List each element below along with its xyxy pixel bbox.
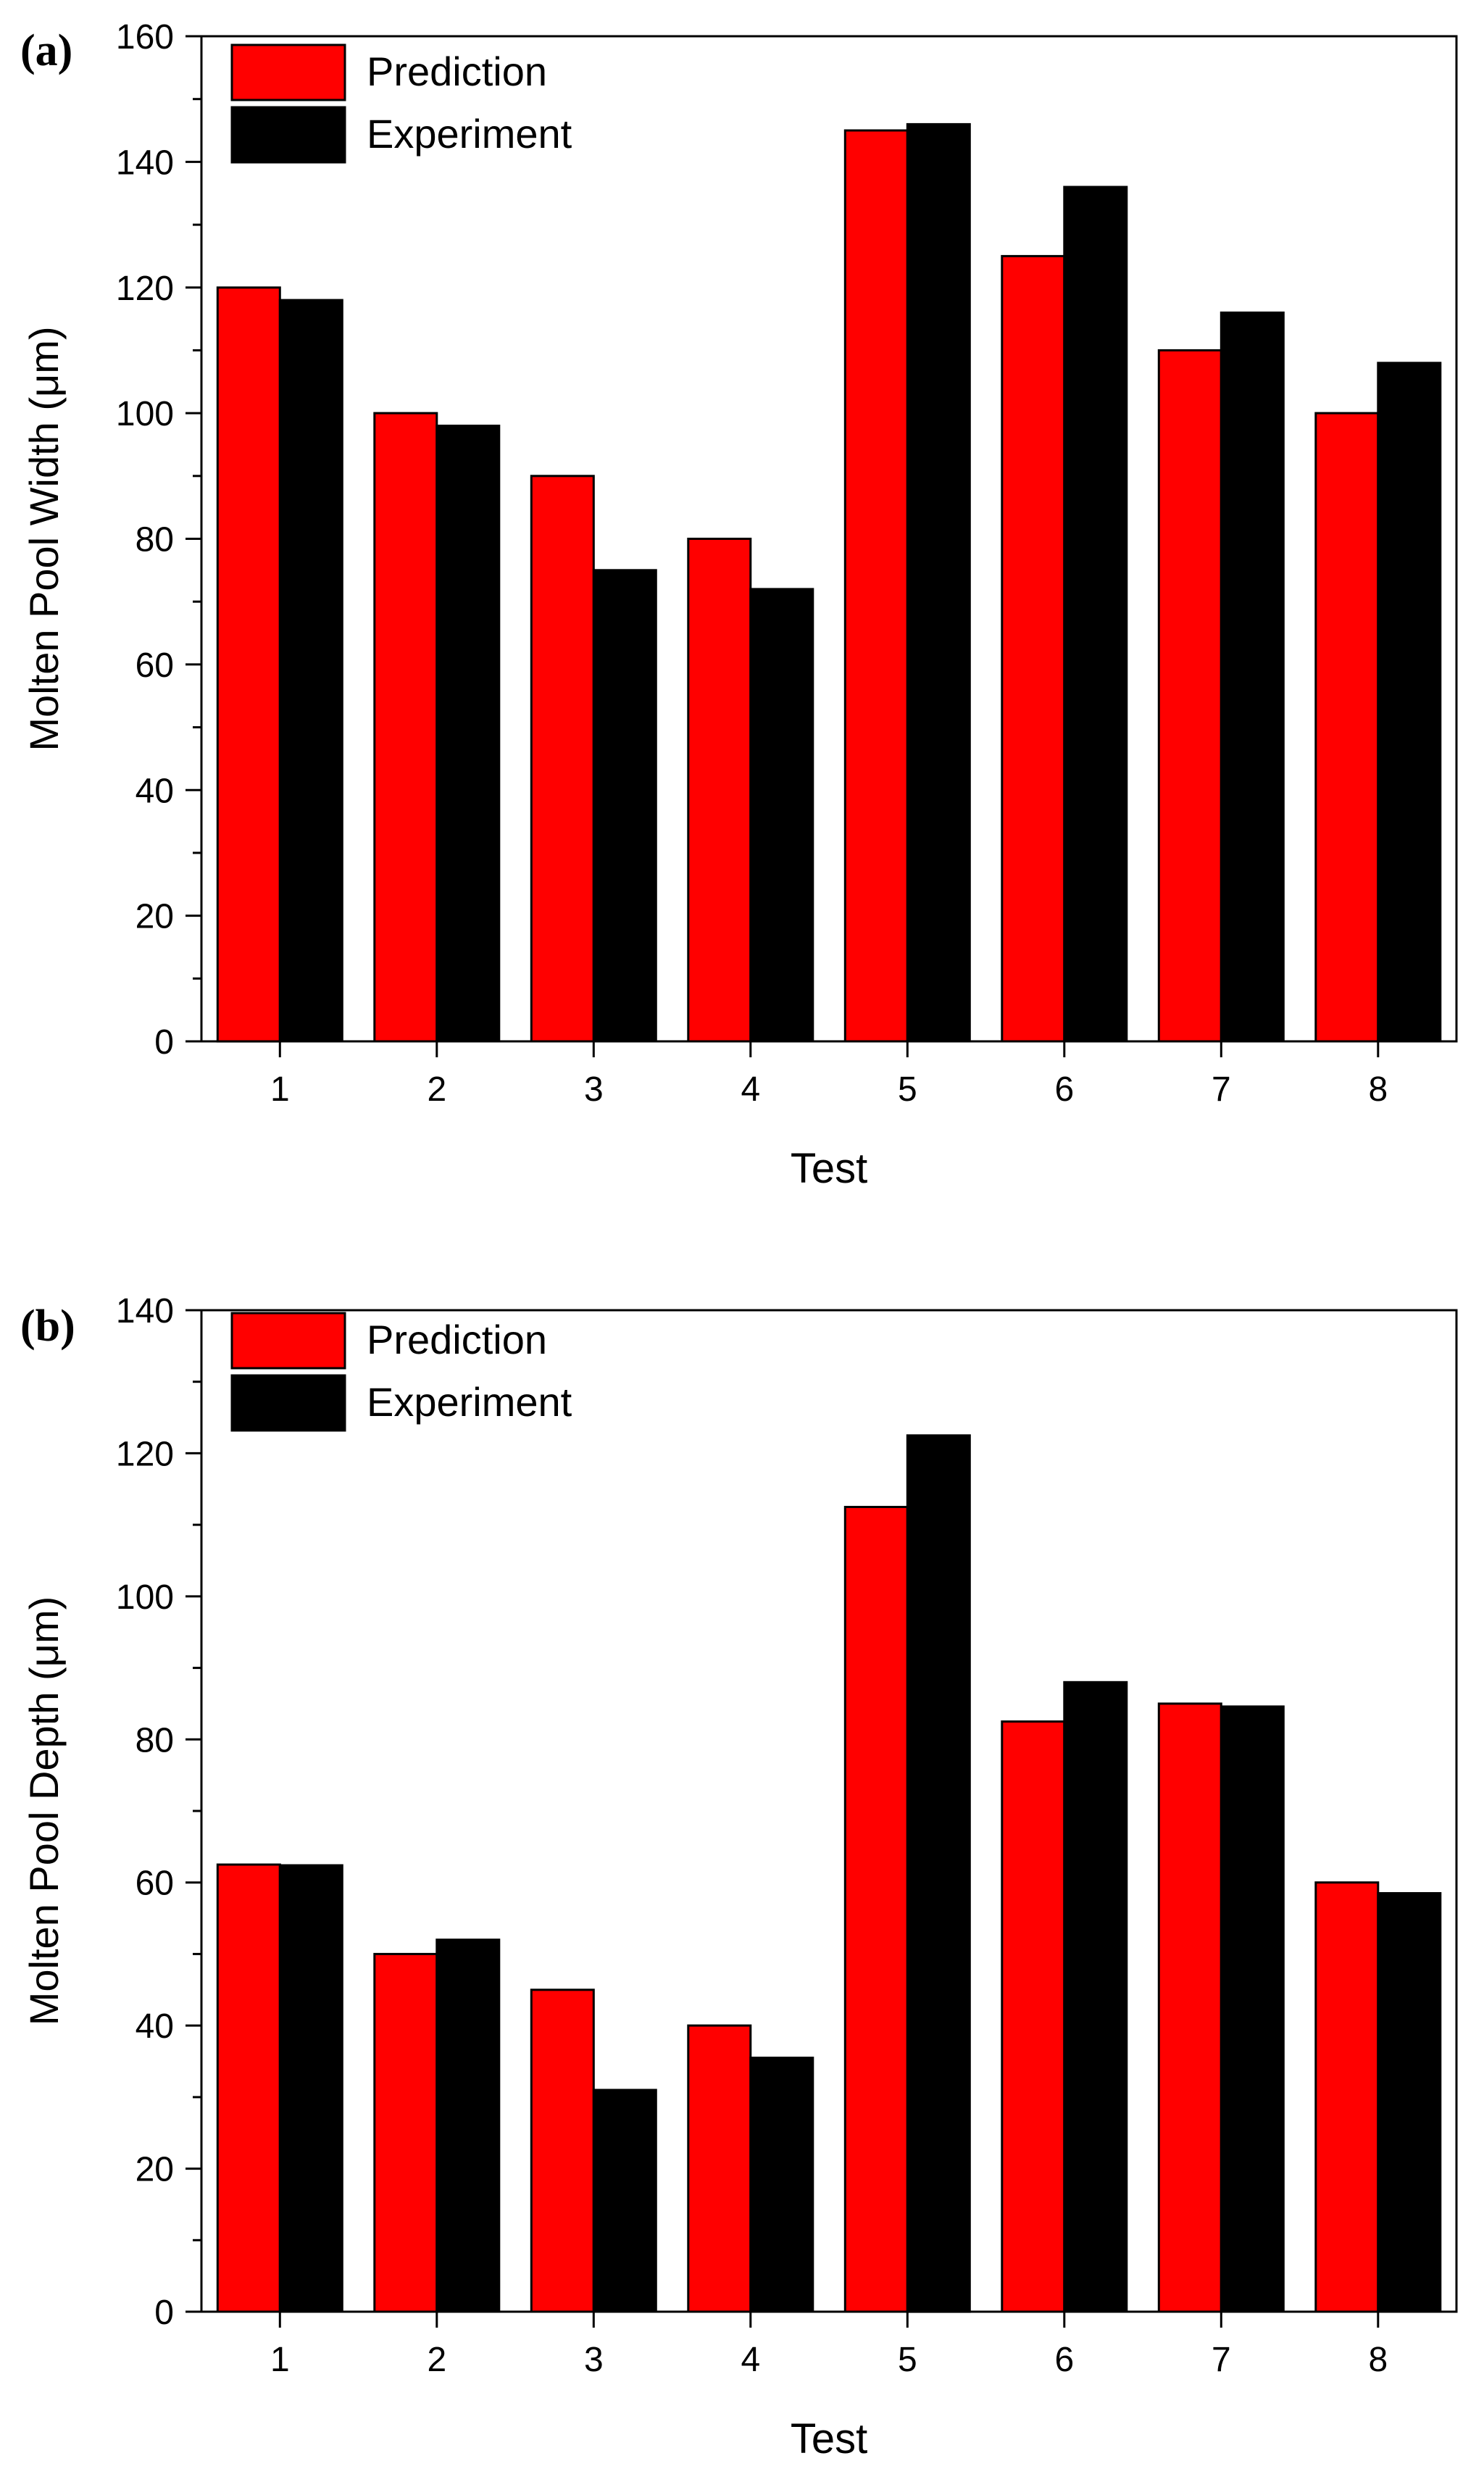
y-tick-label: 60: [136, 646, 174, 685]
bar-experiment-test-6: [1063, 186, 1128, 1043]
x-tick-label: 3: [584, 2341, 604, 2379]
bar-prediction-test-1: [216, 1863, 281, 2313]
x-tick-label: 2: [427, 2341, 446, 2379]
bar-prediction-test-7: [1157, 1702, 1222, 2313]
bar-prediction-test-5: [843, 1506, 909, 2313]
panel-label: (b): [20, 1302, 75, 1351]
bar-prediction-test-3: [530, 475, 595, 1043]
bar-prediction-test-4: [687, 538, 752, 1043]
chart-panel-a: 0 20 40 60 80 100 120 140 160 1 2 3 4 5 6 7 8 Test Molten …: [20, 18, 1458, 1192]
bar-prediction-test-6: [1001, 1720, 1066, 2313]
y-tick-label: 140: [116, 1292, 174, 1330]
y-tick-label: 40: [136, 2007, 174, 2046]
bar-experiment-test-3: [592, 569, 657, 1043]
y-tick-label: 80: [136, 521, 174, 559]
y-tick-label: 0: [154, 1023, 174, 1062]
bar-experiment-test-7: [1220, 1705, 1285, 2313]
y-tick-label: 160: [116, 18, 174, 57]
legend-label-experiment: Experiment: [367, 111, 572, 157]
x-tick-label: 5: [898, 1070, 917, 1109]
x-tick-label: 7: [1212, 2341, 1231, 2379]
bar-experiment-test-5: [906, 122, 971, 1043]
x-axis-label: Test: [791, 2415, 867, 2462]
bar-prediction-test-1: [216, 286, 281, 1043]
bar-prediction-test-2: [373, 412, 438, 1043]
x-tick-label: 2: [427, 1070, 446, 1109]
y-tick-label: 80: [136, 1721, 174, 1760]
bar-experiment-test-4: [749, 2057, 814, 2313]
bar-experiment-test-2: [435, 425, 501, 1043]
legend-swatch-prediction: [230, 1312, 346, 1370]
legend-swatch-experiment: [230, 1374, 346, 1432]
bar-prediction-test-5: [843, 129, 909, 1043]
bar-prediction-test-4: [687, 2024, 752, 2313]
y-tick-label: 0: [154, 2294, 174, 2332]
bar-experiment-test-2: [435, 1938, 501, 2313]
y-tick-label: 20: [136, 2151, 174, 2189]
bar-prediction-test-8: [1314, 412, 1380, 1043]
bar-prediction-test-3: [530, 1988, 595, 2313]
chart-panel-b: 0 20 40 60 80 100 120 140 1 2 3 4 5 6 7 8 Test Molten Poo…: [20, 1292, 1458, 2462]
bar-experiment-test-6: [1063, 1681, 1128, 2313]
y-tick-label: 60: [136, 1865, 174, 1903]
bar-experiment-test-5: [906, 1434, 971, 2313]
bar-prediction-test-8: [1314, 1881, 1380, 2313]
y-tick-label: 100: [116, 395, 174, 433]
legend: Prediction Experiment: [230, 1312, 572, 1432]
legend: Prediction Experiment: [230, 43, 572, 164]
x-tick-label: 3: [584, 1070, 604, 1109]
x-tick-label: 1: [270, 1070, 290, 1109]
bar-experiment-test-7: [1220, 311, 1285, 1043]
legend-label-prediction: Prediction: [367, 49, 547, 94]
bar-prediction-test-7: [1157, 349, 1222, 1043]
x-tick-label: 1: [270, 2341, 290, 2379]
panel-label: (a): [20, 26, 72, 75]
x-tick-label: 6: [1054, 1070, 1074, 1109]
legend-swatch-experiment: [230, 106, 346, 164]
y-axis-label: Molten Pool Depth (μm): [21, 1596, 67, 2025]
y-tick-label: 100: [116, 1578, 174, 1617]
x-tick-label: 5: [898, 2341, 917, 2379]
bar-experiment-test-1: [278, 299, 343, 1043]
y-tick-label: 40: [136, 772, 174, 810]
y-tick-label: 140: [116, 143, 174, 182]
legend-swatch-prediction: [230, 43, 346, 101]
x-tick-label: 8: [1368, 2341, 1388, 2379]
bar-prediction-test-6: [1001, 254, 1066, 1043]
bar-experiment-test-8: [1377, 362, 1442, 1043]
y-tick-label: 20: [136, 898, 174, 936]
y-axis-label: Molten Pool Width (μm): [21, 326, 67, 751]
bar-experiment-test-1: [278, 1864, 343, 2313]
x-axis-label: Test: [791, 1145, 867, 1192]
x-tick-label: 8: [1368, 1070, 1388, 1109]
legend-label-prediction: Prediction: [367, 1317, 547, 1362]
y-tick-label: 120: [116, 270, 174, 308]
bar-experiment-test-8: [1377, 1892, 1442, 2313]
y-tick-label: 120: [116, 1435, 174, 1473]
legend-label-experiment: Experiment: [367, 1379, 572, 1425]
x-tick-label: 7: [1212, 1070, 1231, 1109]
bar-prediction-test-2: [373, 1952, 438, 2313]
x-tick-label: 4: [741, 2341, 760, 2379]
x-tick-label: 6: [1054, 2341, 1074, 2379]
bar-experiment-test-3: [592, 2089, 657, 2313]
x-tick-label: 4: [741, 1070, 760, 1109]
bar-experiment-test-4: [749, 588, 814, 1043]
